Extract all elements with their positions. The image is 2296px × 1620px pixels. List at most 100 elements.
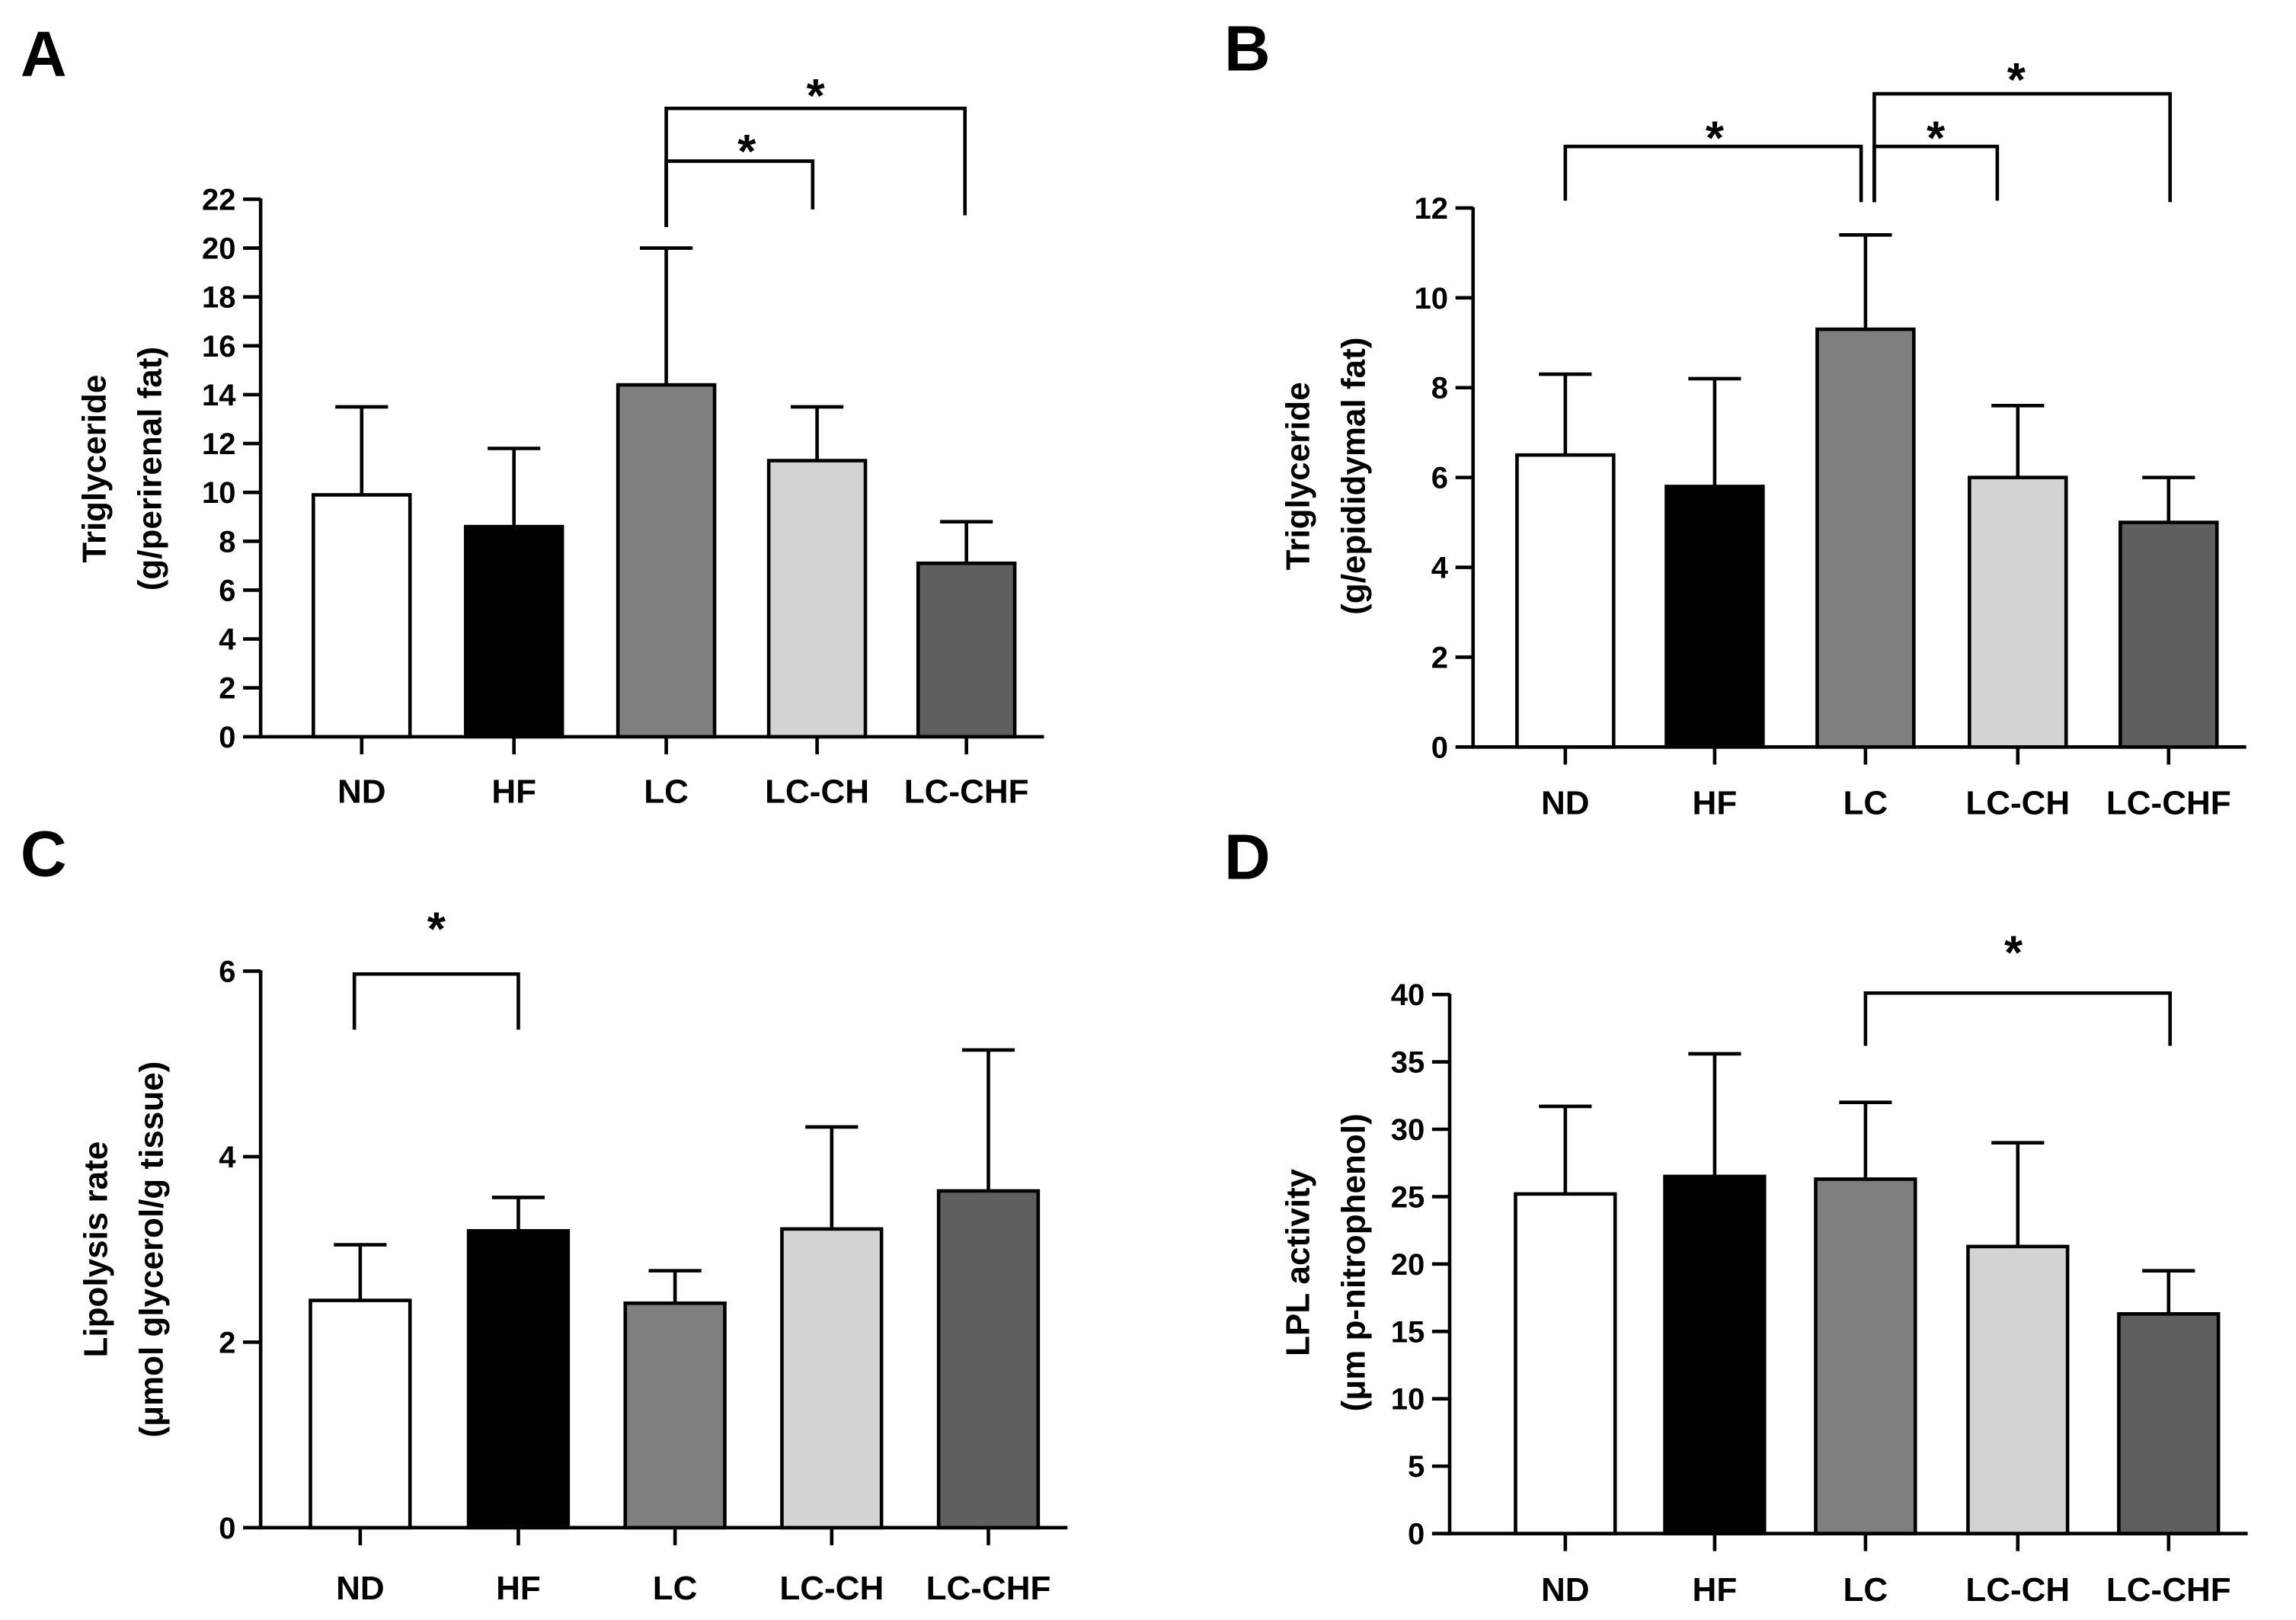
y-tick-label: 8 — [219, 525, 235, 559]
bar-lc — [1815, 327, 1916, 749]
bar-lc — [623, 1301, 727, 1530]
y-axis-title: (μm p-nitrophenol) — [1335, 1113, 1372, 1411]
bar-hf — [1664, 485, 1765, 749]
y-tick-label: 5 — [1408, 1450, 1425, 1484]
x-category-label: LC-CH — [779, 1570, 884, 1607]
panel-b: B 0 2 4 6 8 10 12 Triglyceride (g/epididymal fat)… — [1224, 12, 2246, 822]
bar-lc-ch — [1966, 1244, 2070, 1535]
x-category-label: LC-CHF — [904, 773, 1029, 810]
x-category-label: LC-CHF — [926, 1570, 1051, 1607]
panel-letter: D — [1224, 821, 1271, 892]
x-category-label: LC — [1844, 785, 1888, 822]
bar-lc-chf — [936, 1189, 1041, 1530]
x-category-label: HF — [1693, 785, 1738, 822]
y-tick-label: 0 — [1408, 1518, 1425, 1551]
y-tick-label: 20 — [1391, 1248, 1425, 1282]
bar-lc-ch — [766, 459, 868, 739]
panel-letter: C — [21, 818, 67, 889]
x-category-label: LC-CHF — [2106, 1571, 2231, 1609]
y-tick-label: 15 — [1391, 1315, 1425, 1349]
y-tick-label: 10 — [1391, 1383, 1425, 1417]
y-axis-title: (g/perirenal fat) — [131, 347, 168, 591]
y-axis-title: (μmol glycerol/g tissue) — [133, 1061, 170, 1438]
significance-star: * — [2007, 54, 2026, 107]
bar-nd — [312, 493, 412, 739]
bar-lc-chf — [2119, 520, 2219, 749]
y-tick-label: 8 — [1431, 372, 1448, 405]
bar-lc-ch — [1968, 475, 2068, 749]
y-tick-label: 16 — [202, 330, 236, 363]
y-axis-title: LPL activity — [1279, 1168, 1316, 1356]
y-tick-label: 25 — [1391, 1180, 1425, 1214]
y-tick-label: 18 — [202, 281, 236, 315]
significance-star: * — [737, 126, 756, 178]
y-tick-label: 35 — [1391, 1046, 1425, 1080]
x-category-label: LC — [644, 773, 689, 810]
y-tick-label: 10 — [1415, 282, 1449, 315]
x-category-label: LC-CH — [1965, 785, 2070, 822]
x-category-label: ND — [1541, 1571, 1590, 1609]
y-tick-label: 6 — [1431, 462, 1448, 495]
y-tick-label: 20 — [202, 232, 236, 266]
y-tick-label: 0 — [219, 1512, 235, 1545]
y-tick-label: 4 — [219, 1141, 236, 1174]
y-axis-title: Triglyceride — [1279, 382, 1316, 570]
y-tick-label: 4 — [219, 623, 236, 657]
x-category-label: ND — [337, 773, 386, 810]
bar-lc-chf — [2117, 1311, 2221, 1535]
significance-star: * — [2004, 927, 2023, 979]
y-tick-label: 2 — [219, 1326, 235, 1359]
significance-star: * — [427, 904, 446, 956]
panel-letter: B — [1224, 12, 1271, 84]
bar-lc-chf — [916, 561, 1017, 739]
bar-nd — [1514, 1192, 1617, 1535]
y-tick-label: 6 — [219, 574, 235, 607]
x-category-label: ND — [1541, 785, 1590, 822]
y-tick-label: 0 — [1431, 731, 1448, 764]
significance-bracket — [352, 972, 520, 1030]
y-tick-label: 40 — [1391, 978, 1425, 1012]
bar-lc — [1814, 1177, 1917, 1535]
significance-star: * — [807, 70, 826, 123]
y-axis-title: Triglyceride — [75, 375, 113, 563]
y-tick-label: 14 — [202, 379, 236, 412]
bar-lc-ch — [780, 1227, 884, 1530]
panel-d: D 0 5 10 15 20 25 30 35 40 LPL activity (μm p-nitro… — [1224, 821, 2248, 1609]
significance-bracket — [1872, 91, 2172, 203]
bar-lc — [616, 383, 717, 739]
y-tick-label: 6 — [219, 955, 235, 988]
x-category-label: HF — [1693, 1571, 1738, 1609]
significance-bracket — [1863, 991, 2172, 1046]
significance-star: * — [1927, 113, 1946, 165]
y-tick-label: 2 — [219, 672, 235, 706]
x-category-label: LC-CH — [765, 773, 869, 810]
bar-hf — [466, 1228, 571, 1530]
panel-letter: A — [21, 18, 67, 90]
bar-hf — [1663, 1174, 1767, 1535]
bar-hf — [463, 524, 564, 739]
y-tick-label: 22 — [202, 183, 236, 216]
x-category-label: HF — [496, 1570, 541, 1607]
y-tick-label: 2 — [1431, 641, 1448, 674]
bar-nd — [1515, 453, 1616, 749]
x-category-label: HF — [491, 773, 536, 810]
y-tick-label: 0 — [219, 721, 235, 754]
y-axis-title: Lipolysis rate — [77, 1141, 114, 1358]
x-category-label: LC-CH — [1965, 1571, 2070, 1609]
y-tick-label: 12 — [1415, 192, 1449, 226]
significance-bracket — [664, 106, 967, 227]
y-tick-label: 30 — [1391, 1113, 1425, 1147]
x-category-label: ND — [336, 1570, 385, 1607]
x-category-label: LC-CHF — [2106, 785, 2231, 822]
significance-star: * — [1706, 113, 1725, 165]
y-tick-label: 10 — [202, 476, 236, 510]
y-axis-title: (g/epididymal fat) — [1335, 338, 1372, 615]
significance-bracket — [1563, 144, 1863, 203]
x-category-label: LC — [653, 1570, 698, 1607]
panel-a: A 0 2 4 6 8 10 12 14 16 18 20 22 Triglyceride (g/perir… — [21, 18, 1044, 810]
y-tick-label: 12 — [202, 427, 236, 461]
panel-c: C 0 2 4 6 Lipolysis rate (μmol glycerol/g tiss… — [21, 818, 1068, 1607]
bar-nd — [309, 1298, 412, 1530]
y-tick-label: 4 — [1431, 552, 1449, 585]
